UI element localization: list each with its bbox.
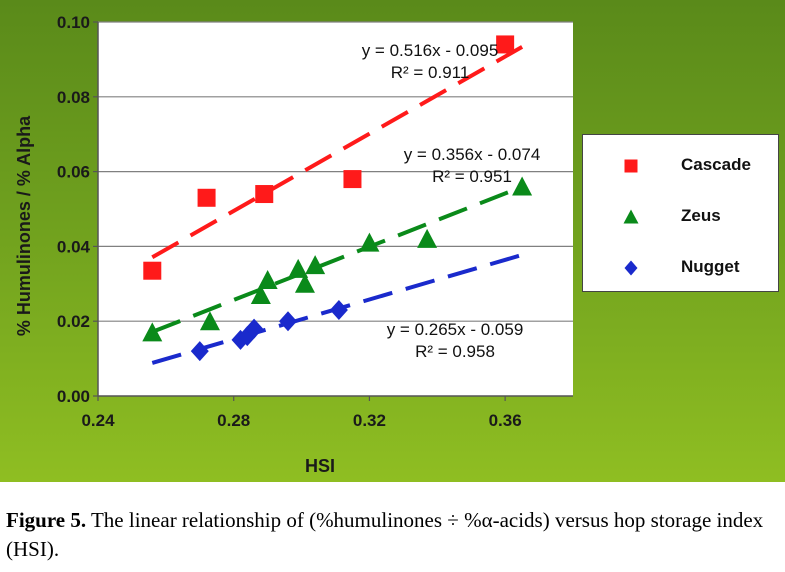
y-tick-label: 0.10 — [57, 13, 90, 32]
trend-equations: y = 0.516x - 0.095 R² = 0.911 y = 0.356x -… — [362, 41, 541, 361]
caption-label: Figure 5. — [6, 508, 87, 532]
legend-marker-nugget — [624, 260, 638, 276]
r-squared-label: R² = 0.951 — [432, 167, 512, 186]
equation-label: y = 0.516x - 0.095 — [362, 41, 499, 60]
equation-label: y = 0.265x - 0.059 — [387, 320, 524, 339]
data-point-cascade — [197, 188, 216, 207]
tick-labels: 0.00 0.02 0.04 0.06 0.08 0.10 0.24 0.28 0.32 0.36 — [57, 13, 522, 430]
x-tick-label: 0.28 — [217, 411, 250, 430]
data-point-cascade — [143, 261, 162, 280]
data-points — [142, 35, 533, 362]
x-tick-label: 0.32 — [353, 411, 386, 430]
data-point-nugget — [279, 311, 297, 332]
legend-label: Cascade — [681, 155, 751, 174]
data-point-zeus — [512, 176, 533, 196]
y-axis-title: % Humulinones / % Alpha — [14, 115, 34, 336]
data-point-zeus — [359, 232, 380, 252]
legend-marker-cascade — [624, 159, 638, 173]
y-tick-label: 0.00 — [57, 387, 90, 406]
data-point-nugget — [190, 341, 209, 362]
data-point-zeus — [199, 311, 220, 331]
triangle-icon — [623, 209, 639, 224]
data-point-nugget — [245, 318, 264, 339]
legend-label: Nugget — [681, 257, 740, 276]
data-point-zeus — [250, 285, 271, 305]
data-point-cascade — [343, 170, 362, 189]
trendline-zeus — [151, 184, 523, 334]
x-tick-label: 0.36 — [489, 411, 522, 430]
data-point-zeus — [257, 270, 278, 290]
figure-caption: Figure 5. The linear relationship of (%h… — [6, 506, 781, 564]
caption-text: The linear relationship of (%humulinones… — [6, 508, 764, 561]
x-axis-title: HSI — [305, 456, 335, 476]
data-point-cascade — [496, 35, 515, 54]
data-point-cascade — [255, 185, 274, 204]
data-point-nugget — [329, 299, 348, 320]
plot-area — [98, 22, 573, 396]
legend-marker-zeus — [623, 209, 639, 224]
legend-item-zeus: Zeus — [583, 202, 778, 232]
legend: Cascade Zeus Nugget — [582, 134, 779, 292]
legend-item-nugget: Nugget — [583, 253, 778, 283]
scatter-chart: 0.00 0.02 0.04 0.06 0.08 0.10 0.24 0.28 0.32 0.36… — [14, 13, 573, 476]
x-tick-label: 0.24 — [81, 411, 115, 430]
y-tick-label: 0.08 — [57, 88, 90, 107]
y-tick-label: 0.06 — [57, 163, 90, 182]
data-point-zeus — [305, 255, 326, 275]
y-tick-label: 0.04 — [57, 237, 91, 256]
square-icon — [624, 159, 638, 173]
legend-label: Zeus — [681, 206, 721, 225]
data-point-zeus — [294, 273, 315, 293]
data-point-zeus — [417, 228, 438, 248]
equation-label: y = 0.356x - 0.074 — [404, 145, 541, 164]
trendline-cascade — [151, 45, 524, 259]
data-point-zeus — [288, 258, 309, 278]
y-tick-label: 0.02 — [57, 312, 90, 331]
chart-panel: 0.00 0.02 0.04 0.06 0.08 0.10 0.24 0.28 0.32 0.36… — [0, 0, 785, 482]
r-squared-label: R² = 0.958 — [415, 342, 495, 361]
r-squared-label: R² = 0.911 — [391, 63, 470, 82]
diamond-icon — [624, 260, 638, 276]
legend-item-cascade: Cascade — [583, 151, 778, 181]
data-point-zeus — [142, 322, 163, 342]
